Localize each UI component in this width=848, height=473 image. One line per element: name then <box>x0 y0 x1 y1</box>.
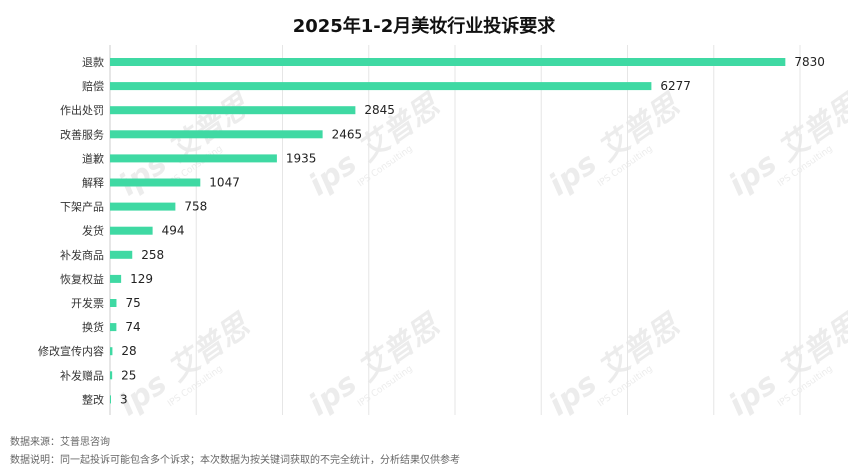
bar <box>110 323 117 332</box>
category-label: 修改宣传内容 <box>38 344 104 358</box>
bar <box>110 371 113 380</box>
category-label: 换货 <box>82 320 104 334</box>
data-label: 25 <box>121 368 136 382</box>
category-label: 补发赠品 <box>60 368 104 382</box>
category-label: 退款 <box>82 55 104 69</box>
data-label: 6277 <box>660 79 691 93</box>
chart-title: 2025年1-2月美妆行业投诉要求 <box>292 16 556 37</box>
data-label: 3 <box>120 392 128 406</box>
category-label: 下架产品 <box>60 200 104 214</box>
bar <box>110 226 153 235</box>
bar <box>110 250 133 259</box>
data-label: 129 <box>130 272 153 286</box>
category-label: 发货 <box>82 224 104 238</box>
data-label: 2465 <box>332 127 363 141</box>
category-label: 解释 <box>82 176 104 190</box>
bar <box>110 202 176 211</box>
data-label: 28 <box>121 344 136 358</box>
category-label: 恢复权益 <box>60 272 104 286</box>
bar <box>110 347 113 356</box>
data-label: 494 <box>162 224 185 238</box>
data-label: 74 <box>125 320 140 334</box>
data-label: 1935 <box>286 151 317 165</box>
data-label: 258 <box>141 248 164 262</box>
bar <box>110 178 201 187</box>
bar <box>110 395 111 404</box>
category-label: 整改 <box>82 392 104 406</box>
data-label: 7830 <box>794 55 825 69</box>
category-label: 作出处罚 <box>60 103 104 117</box>
source-note: 数据来源：艾普思咨询 <box>10 437 110 448</box>
data-label: 1047 <box>209 176 240 190</box>
category-label: 赔偿 <box>82 79 104 93</box>
bar <box>110 299 117 307</box>
bar <box>110 82 652 91</box>
bar <box>110 58 786 66</box>
data-label: 2845 <box>364 103 395 117</box>
category-label: 改善服务 <box>60 127 104 141</box>
bar <box>110 130 323 139</box>
bar <box>110 106 356 115</box>
data-label: 758 <box>184 200 207 214</box>
data-note: 数据说明：同一起投诉可能包含多个诉求；本次数据为按关键词获取的不完全统计，分析结… <box>10 455 460 466</box>
category-label: 补发商品 <box>60 248 104 262</box>
category-label: 开发票 <box>71 296 104 310</box>
data-label: 75 <box>125 296 140 310</box>
bar <box>110 274 122 283</box>
category-label: 道歉 <box>82 151 104 165</box>
bar <box>110 154 277 163</box>
